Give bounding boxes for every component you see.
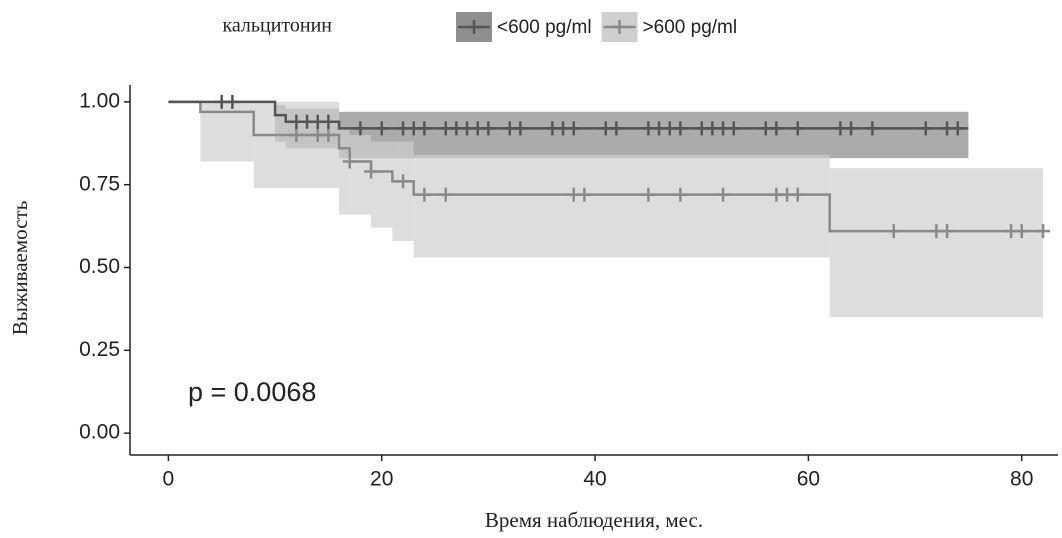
censor-mark xyxy=(417,121,432,136)
censor-mark xyxy=(353,121,368,136)
censor-mark xyxy=(790,121,805,136)
y-tick-label: 0.00 xyxy=(79,421,120,444)
censor-mark xyxy=(438,187,453,202)
censor-mark xyxy=(790,187,805,202)
confidence-band xyxy=(371,141,393,228)
censor-mark xyxy=(321,128,336,143)
censor-mark xyxy=(886,224,901,239)
censor-mark xyxy=(321,114,336,129)
confidence-band xyxy=(413,154,830,258)
x-tick-label: 80 xyxy=(1010,468,1033,491)
p-value: p = 0.0068 xyxy=(188,377,316,407)
censor-mark xyxy=(417,187,432,202)
legend-label: <600 pg/ml xyxy=(497,17,592,38)
censor-mark xyxy=(289,128,304,143)
censor-mark xyxy=(641,187,656,202)
y-tick-label: 0.50 xyxy=(79,255,120,278)
censor-mark xyxy=(950,121,965,136)
censor-mark xyxy=(844,121,859,136)
censor-mark xyxy=(673,187,688,202)
legend-label: >600 pg/ml xyxy=(643,17,738,38)
y-tick-label: 0.25 xyxy=(79,338,120,361)
censor-mark xyxy=(225,94,240,109)
confidence-band xyxy=(339,111,969,159)
censor-mark xyxy=(396,174,411,189)
censor-mark xyxy=(1014,224,1029,239)
censor-mark xyxy=(918,121,933,136)
censor-mark xyxy=(769,121,784,136)
censor-mark xyxy=(513,121,528,136)
censor-mark xyxy=(716,187,731,202)
confidence-band xyxy=(349,135,372,215)
censor-mark xyxy=(673,121,688,136)
y-axis-label: Выживаемость xyxy=(8,201,32,336)
survival-line xyxy=(168,100,1044,233)
censor-mark xyxy=(1036,224,1051,239)
x-tick-label: 60 xyxy=(797,468,820,491)
censor-mark xyxy=(940,224,955,239)
censor-mark xyxy=(577,187,592,202)
censor-mark xyxy=(566,121,581,136)
censor-mark xyxy=(609,121,624,136)
confidence-band xyxy=(829,168,1044,318)
survival-line xyxy=(168,100,969,130)
censor-mark xyxy=(865,121,880,136)
censor-mark xyxy=(364,164,379,179)
legend-censor xyxy=(612,20,627,34)
censor-mark xyxy=(342,154,357,169)
legend-censor xyxy=(467,20,481,34)
x-tick-label: 40 xyxy=(583,468,606,491)
censor-mark xyxy=(726,121,741,136)
x-tick-label: 0 xyxy=(163,468,175,491)
x-axis-label: Время наблюдения, мес. xyxy=(485,508,703,532)
y-tick-label: 0.75 xyxy=(79,172,120,195)
confidence-band xyxy=(392,141,414,242)
y-tick-label: 1.00 xyxy=(79,89,120,112)
legend-title: кальцитонин xyxy=(222,15,332,37)
censor-mark xyxy=(481,121,496,136)
x-tick-label: 20 xyxy=(370,468,393,491)
censor-mark xyxy=(374,121,389,136)
confidence-band xyxy=(339,128,350,215)
